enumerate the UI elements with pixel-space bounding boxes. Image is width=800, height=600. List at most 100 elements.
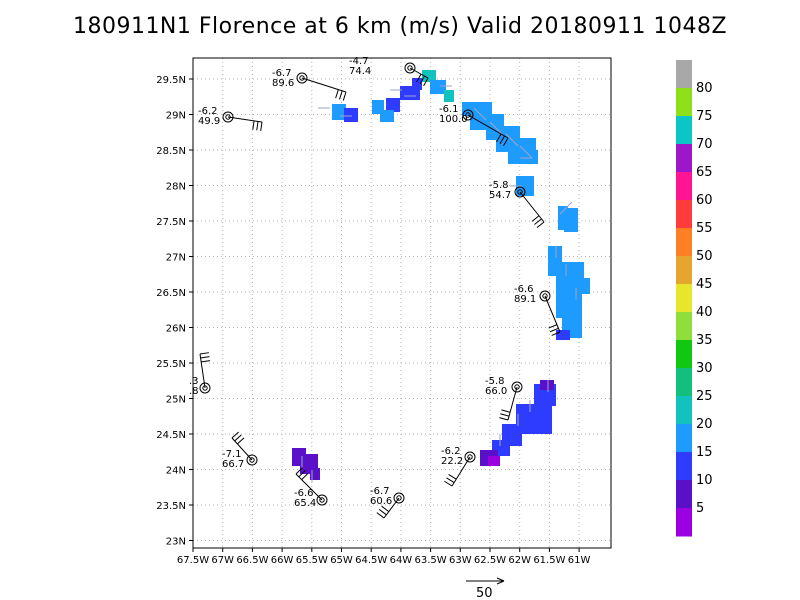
station-ring	[514, 186, 526, 198]
wind-arrow	[559, 201, 573, 215]
barb-feather	[500, 413, 510, 417]
station-value-bottom: 60.6	[370, 496, 392, 507]
barb-feather	[448, 474, 457, 480]
wind-barb	[409, 67, 429, 79]
colorbar-label: 30	[696, 361, 713, 376]
lon-label: 64W	[390, 555, 413, 566]
barb-feather	[252, 120, 255, 130]
lat-label: 24.5N	[156, 430, 186, 441]
colorbar-segment	[676, 452, 692, 481]
colorbar-label: 55	[696, 221, 713, 236]
lat-label: 26.5N	[156, 288, 186, 299]
wind-speed-cell	[516, 176, 534, 196]
wind-speed-cell	[486, 126, 520, 140]
wind-speed-cell	[556, 330, 570, 340]
scale-arrowhead	[496, 577, 505, 585]
station-value-bottom: 22.2	[441, 456, 463, 467]
lat-label: 27N	[166, 253, 186, 264]
map-frame	[192, 57, 612, 549]
wind-barb	[199, 353, 206, 389]
colorbar-label: 65	[696, 165, 713, 180]
barb-feather	[298, 470, 306, 478]
colorbar-label: 15	[696, 445, 713, 460]
station-value-top: -4.7	[349, 56, 369, 67]
colorbar-segment	[676, 116, 692, 145]
barb-feather	[338, 90, 343, 100]
lon-label: 62.5W	[474, 555, 506, 566]
colorbar-label: 20	[696, 417, 713, 432]
barb-feather	[548, 324, 558, 329]
station-value-top: -6.2	[441, 446, 461, 457]
station-value-top: -6.6	[294, 488, 314, 499]
lat-label: 23.5N	[156, 501, 186, 512]
wind-speed-cell	[380, 110, 394, 122]
station-core	[517, 189, 523, 195]
lon-label: 62W	[508, 555, 531, 566]
barb-feather	[501, 409, 511, 413]
colorbar-segment	[676, 200, 692, 229]
wind-speed-cell	[540, 380, 554, 390]
station-ring	[404, 62, 416, 74]
lat-label: 28N	[166, 182, 186, 193]
lat-label: 26N	[166, 324, 186, 335]
station-value-bottom: 49.9	[198, 116, 220, 127]
lon-label: 63W	[449, 555, 472, 566]
station-core	[465, 112, 471, 118]
wind-arrow	[489, 121, 503, 135]
barb-feather	[423, 77, 429, 87]
station-value-bottom: 66.0	[485, 386, 507, 397]
lon-label: 66W	[271, 555, 294, 566]
station-ring	[246, 454, 258, 466]
wind-speed-cell	[310, 468, 320, 480]
colorbar-segment	[676, 228, 692, 257]
station-core	[249, 457, 255, 463]
station-value-top: -6.2	[198, 106, 218, 117]
barb-feather	[503, 137, 509, 147]
colorbar-segment	[676, 508, 692, 537]
station-core	[467, 454, 473, 460]
wind-speed-cell	[400, 86, 420, 100]
lon-label: 65W	[330, 555, 353, 566]
barb-feather	[378, 508, 387, 516]
station-core	[202, 385, 208, 391]
colorbar-segment	[676, 312, 692, 341]
barb-feather	[376, 512, 385, 519]
barb-feather	[256, 121, 259, 131]
station-ring	[316, 494, 328, 506]
station-value-bottom: .8	[189, 386, 199, 397]
wind-speed-cell	[386, 98, 400, 112]
colorbar-segment	[676, 88, 692, 117]
colorbar-segment	[676, 172, 692, 201]
station-core	[396, 495, 402, 501]
wind-speed-cell	[422, 70, 436, 82]
barb-feather	[496, 133, 502, 143]
lat-label: 28.5N	[156, 146, 186, 157]
barb-feather	[381, 505, 390, 513]
colorbar-label: 50	[696, 249, 713, 264]
station-core	[542, 293, 548, 299]
wind-arrow	[519, 145, 533, 159]
wind-barb	[451, 456, 471, 487]
lat-label: 25N	[166, 395, 186, 406]
colorbar-segment	[676, 256, 692, 285]
wind-speed-cell	[444, 90, 454, 102]
station-ring	[222, 111, 234, 123]
barb-feather	[301, 472, 309, 481]
wind-barb	[507, 386, 518, 421]
station-value-top: -6.7	[272, 68, 292, 79]
wind-arrow	[473, 107, 487, 121]
barb-feather	[260, 121, 263, 131]
barb-feather	[531, 215, 540, 222]
colorbar-segment	[676, 396, 692, 425]
wind-arrows	[301, 85, 577, 482]
barb-feather	[201, 360, 211, 363]
lon-label: 67W	[211, 555, 234, 566]
barb-feather	[231, 431, 239, 439]
wind-barb	[383, 497, 400, 519]
colorbar-label: 80	[696, 81, 713, 96]
station-ring	[511, 381, 523, 393]
colorbar-label: 75	[696, 109, 713, 124]
colorbar-label: 40	[696, 305, 713, 320]
station-ring	[199, 382, 211, 394]
barb-feather	[549, 327, 559, 333]
